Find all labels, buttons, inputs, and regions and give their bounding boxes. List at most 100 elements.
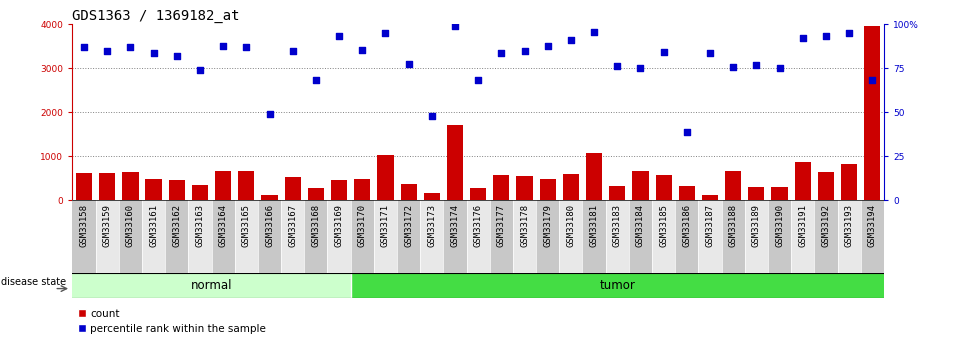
Bar	[72, 200, 96, 273]
Point	[308, 77, 324, 83]
Bar	[540, 179, 555, 200]
Text: GSM33184: GSM33184	[636, 204, 645, 247]
Point	[378, 31, 393, 36]
Point	[355, 47, 370, 53]
Point	[540, 43, 555, 48]
Text: GSM33170: GSM33170	[357, 204, 367, 247]
Bar	[142, 200, 165, 273]
Bar	[841, 164, 857, 200]
Bar	[308, 188, 324, 200]
Text: tumor: tumor	[599, 279, 636, 292]
Bar	[656, 175, 671, 200]
Bar	[119, 200, 142, 273]
Bar	[536, 200, 559, 273]
Point	[470, 77, 486, 82]
Bar	[146, 179, 161, 200]
Point	[818, 33, 834, 39]
Bar	[258, 200, 281, 273]
Point	[123, 44, 138, 49]
Bar	[865, 26, 880, 200]
Bar	[629, 200, 652, 273]
Point	[633, 66, 648, 71]
Bar	[304, 200, 327, 273]
Bar	[188, 200, 212, 273]
Point	[749, 63, 764, 68]
Bar	[327, 200, 351, 273]
Bar	[791, 200, 814, 273]
Point	[702, 50, 718, 56]
Bar	[76, 173, 92, 200]
Bar	[424, 193, 440, 200]
Text: GSM33187: GSM33187	[705, 204, 715, 247]
Text: GSM33180: GSM33180	[566, 204, 576, 247]
Text: GSM33166: GSM33166	[265, 204, 274, 247]
Text: GSM33164: GSM33164	[218, 204, 228, 247]
Text: GSM33190: GSM33190	[775, 204, 784, 247]
Text: GSM33174: GSM33174	[450, 204, 460, 247]
Text: GSM33183: GSM33183	[612, 204, 622, 247]
Point	[401, 61, 416, 67]
Point	[447, 23, 463, 29]
Point	[494, 50, 509, 56]
Text: GSM33179: GSM33179	[543, 204, 553, 247]
Point	[656, 49, 671, 55]
Point	[285, 48, 300, 54]
Bar	[679, 186, 695, 200]
Bar	[447, 125, 463, 200]
Text: GSM33163: GSM33163	[195, 204, 205, 247]
Text: GSM33168: GSM33168	[311, 204, 321, 247]
Bar	[378, 155, 393, 200]
Bar	[192, 185, 208, 200]
Point	[192, 67, 208, 73]
Bar	[212, 200, 235, 273]
Text: GSM33167: GSM33167	[288, 204, 298, 247]
Text: disease state: disease state	[2, 277, 67, 287]
Text: normal: normal	[191, 279, 232, 292]
Bar	[838, 200, 861, 273]
Point	[865, 77, 880, 82]
Point	[772, 65, 787, 70]
Bar	[768, 200, 791, 273]
Text: GSM33192: GSM33192	[821, 204, 831, 247]
Bar	[467, 200, 490, 273]
Bar	[610, 186, 625, 200]
Bar	[652, 200, 675, 273]
Bar	[513, 200, 536, 273]
Point	[610, 63, 625, 69]
Bar	[606, 200, 629, 273]
Text: GSM33172: GSM33172	[404, 204, 413, 247]
Bar	[285, 177, 300, 200]
Bar	[563, 174, 579, 200]
Bar	[722, 200, 745, 273]
Point	[795, 36, 810, 41]
Text: GDS1363 / 1369182_at: GDS1363 / 1369182_at	[72, 9, 240, 23]
Text: GSM33158: GSM33158	[79, 204, 89, 247]
Bar	[772, 187, 787, 200]
Bar	[818, 171, 834, 200]
Bar	[517, 176, 532, 200]
Text: GSM33185: GSM33185	[659, 204, 668, 247]
Bar	[698, 200, 722, 273]
Legend: count, percentile rank within the sample: count, percentile rank within the sample	[77, 309, 266, 334]
Bar	[675, 200, 698, 273]
Point	[262, 111, 277, 117]
Bar	[169, 180, 185, 200]
Point	[586, 29, 602, 34]
Bar	[814, 200, 838, 273]
Bar	[470, 188, 486, 200]
Point	[215, 43, 231, 48]
Bar	[374, 200, 397, 273]
Text: GSM33161: GSM33161	[149, 204, 158, 247]
Point	[169, 53, 185, 59]
Point	[76, 45, 92, 50]
Bar	[490, 200, 513, 273]
Bar	[235, 200, 258, 273]
Bar	[582, 200, 606, 273]
Bar	[215, 171, 231, 200]
Point	[679, 130, 695, 135]
Bar	[165, 200, 188, 273]
Bar	[355, 179, 370, 200]
Bar	[281, 200, 304, 273]
Bar	[633, 171, 648, 200]
Text: GSM33189: GSM33189	[752, 204, 761, 247]
